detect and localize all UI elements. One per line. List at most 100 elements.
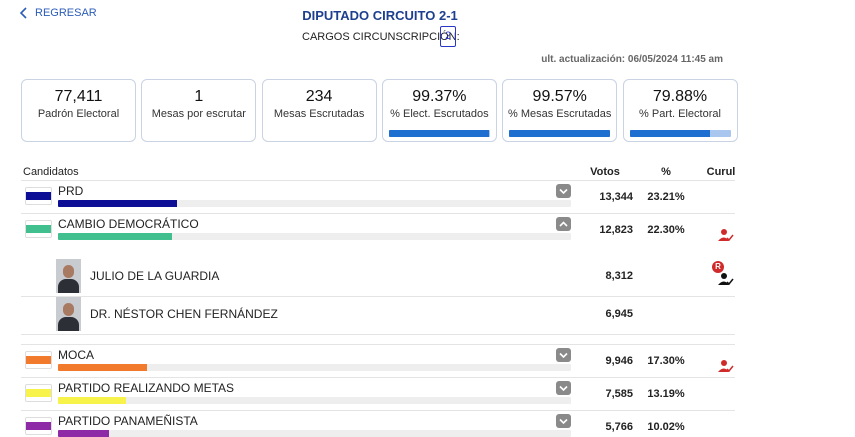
row-separator (21, 296, 735, 297)
title: DIPUTADO CIRCUITO 2-1 (302, 8, 458, 23)
party-logo (25, 417, 52, 435)
logo-band (26, 225, 51, 233)
back-text: REGRESAR (35, 7, 97, 19)
votes: 12,823 (599, 224, 633, 236)
stat-label: Padrón Electoral (37, 108, 120, 120)
table-header: % (661, 166, 671, 178)
share-track (58, 233, 571, 240)
candidate-name: JULIO DE LA GUARDIA (90, 269, 220, 283)
stat-label: % Mesas Escrutadas (508, 108, 612, 120)
candidate-votes: 6,945 (605, 308, 633, 320)
party-name: PARTIDO REALIZANDO METAS (58, 381, 235, 395)
candidate-name: DR. NÉSTOR CHEN FERNÁNDEZ (90, 307, 278, 321)
progress-track (509, 130, 611, 137)
photo-face (63, 303, 74, 316)
curul-svg (718, 360, 734, 373)
progress-track (388, 130, 490, 137)
stat-label: % Part. Electoral (639, 108, 721, 120)
expand-button[interactable] (556, 348, 571, 362)
stat-value: 1 (194, 88, 204, 105)
table-header: Votos (590, 166, 620, 178)
share-label: 10.02% (647, 421, 685, 433)
stat-label: % Elect. Escrutados (390, 108, 489, 120)
party-name: CAMBIO DEMOCRÁTICO (58, 217, 199, 231)
row-separator (21, 213, 735, 214)
logo-band (26, 422, 51, 430)
stat-label: Mesas Escrutadas (273, 108, 365, 120)
cargos-label: CARGOS CIRCUNSCRIPCIÓN: (302, 31, 460, 43)
row-separator (21, 410, 735, 411)
share-bar (58, 364, 147, 371)
stat-card: 1 Mesas por escrutar (141, 79, 257, 142)
expand-button[interactable] (556, 414, 571, 428)
row-separator (21, 344, 735, 345)
party-logo (25, 187, 52, 205)
chevron (559, 385, 568, 392)
share-label: 13.19% (647, 388, 685, 400)
chevron (559, 352, 568, 359)
row-separator (21, 377, 735, 378)
share-bar (58, 200, 178, 207)
chevron (559, 418, 568, 425)
expand-button[interactable] (556, 381, 571, 395)
votes: 7,585 (605, 388, 633, 400)
stat-label: Mesas por escrutar (151, 108, 246, 120)
share-track (58, 364, 571, 371)
votes: 5,766 (605, 421, 633, 433)
table-header: Curul (706, 166, 736, 178)
expand-button[interactable] (556, 217, 571, 231)
chevron (559, 188, 568, 195)
party-logo (25, 220, 52, 238)
candidate-photo (56, 297, 81, 331)
progress-fill (388, 130, 490, 137)
candidate-photo (56, 259, 81, 293)
stat-card: 79.88% % Part. Electoral (622, 79, 738, 142)
stat-value: 79.88% (652, 88, 708, 105)
stat-card: 77,411 Padrón Electoral (21, 79, 136, 142)
chevron (559, 221, 568, 227)
curul-svg (718, 273, 734, 286)
candidate-votes: 8,312 (605, 270, 633, 282)
logo-band (26, 356, 51, 364)
votes: 9,946 (605, 355, 633, 367)
back-link[interactable]: REGRESAR (19, 7, 97, 19)
curul-icon (716, 357, 736, 375)
progress-fill (629, 130, 711, 137)
share-label: 23.21% (647, 191, 685, 203)
share-label: 22.30% (647, 224, 685, 236)
stat-card: 99.57% % Mesas Escrutadas (502, 79, 618, 142)
photo-suit (58, 279, 79, 293)
curul-icon (716, 226, 736, 244)
party-logo (25, 384, 52, 402)
party-name: PARTIDO PANAMEÑISTA (58, 414, 198, 428)
share-track (58, 397, 571, 404)
stat-value: 99.37% (412, 88, 467, 105)
share-bar (58, 397, 126, 404)
votes: 13,344 (599, 191, 633, 203)
share-label: 17.30% (647, 355, 685, 367)
curul-icon (716, 270, 736, 288)
last-update: ult. actualización: 06/05/2024 11:45 am (541, 54, 723, 65)
share-bar (58, 430, 110, 437)
stat-card: 234 Mesas Escrutadas (261, 79, 377, 142)
stat-value: 99.57% (532, 88, 587, 105)
table-header: Candidatos (23, 166, 79, 178)
stat-value: 234 (305, 88, 333, 105)
share-track (58, 200, 571, 207)
cargos-value[interactable]: 2 (440, 26, 456, 47)
party-name: MOCA (58, 348, 94, 362)
curul-svg (718, 229, 734, 242)
logo-band (26, 389, 51, 397)
share-track (58, 430, 571, 437)
photo-face (63, 265, 74, 278)
share-bar (58, 233, 173, 240)
party-name: PRD (58, 184, 84, 198)
stat-card: 99.37% % Elect. Escrutados (381, 79, 497, 142)
row-separator (21, 334, 735, 335)
photo-suit (58, 317, 79, 331)
row-separator (21, 180, 735, 181)
expand-button[interactable] (556, 184, 571, 198)
back-icon (19, 7, 27, 19)
progress-fill (509, 130, 610, 137)
